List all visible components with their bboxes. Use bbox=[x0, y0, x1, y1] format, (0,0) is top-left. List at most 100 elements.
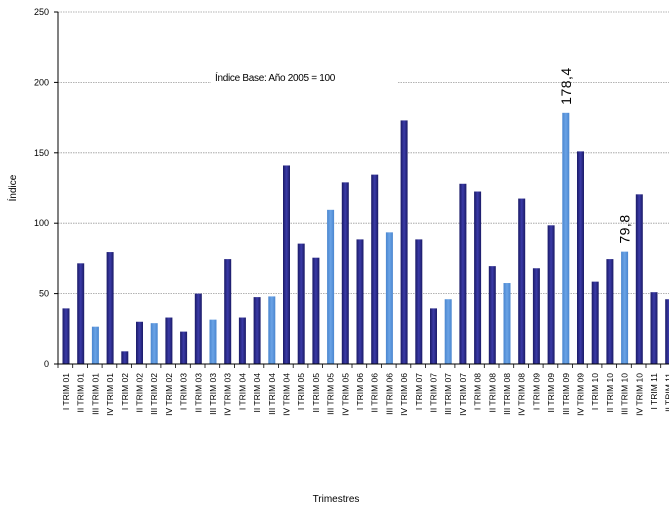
x-tick-label: I TRIM 11 bbox=[649, 373, 659, 410]
y-tick-labels: 0 50 100 150 200 250 bbox=[34, 7, 58, 369]
x-tick-label: II TRIM 10 bbox=[605, 373, 615, 413]
bar-i-trim-09 bbox=[532, 268, 540, 364]
bar-iii-trim-06 bbox=[385, 232, 393, 364]
x-tick-label: I TRIM 06 bbox=[355, 373, 365, 410]
bar-iv-trim-01 bbox=[106, 252, 114, 364]
bar-iii-trim-01 bbox=[91, 326, 99, 364]
bar-i-trim-06 bbox=[356, 239, 364, 364]
x-tick-label: I TRIM 04 bbox=[237, 373, 247, 410]
bar-i-trim-05 bbox=[297, 243, 305, 364]
x-tick-label: IV TRIM 05 bbox=[340, 373, 350, 416]
bar-iii-trim-08 bbox=[503, 283, 511, 364]
axes bbox=[57, 12, 669, 368]
x-tick-label: I TRIM 08 bbox=[473, 373, 483, 410]
x-tick-label: II TRIM 05 bbox=[311, 373, 321, 413]
x-tick-label: I TRIM 07 bbox=[414, 373, 424, 410]
x-tick-label: III TRIM 04 bbox=[267, 373, 277, 415]
note-background bbox=[211, 68, 397, 86]
bar-iii-trim-03 bbox=[209, 319, 217, 364]
x-tick-label: II TRIM 01 bbox=[76, 373, 86, 413]
bar-iv-trim-02 bbox=[165, 317, 173, 364]
y-tick-label: 200 bbox=[34, 77, 49, 87]
bar-iv-trim-04 bbox=[283, 165, 290, 364]
bar-ii-trim-07 bbox=[430, 308, 437, 364]
bar-i-trim-08 bbox=[474, 191, 482, 364]
y-axis-title: Índice bbox=[6, 174, 19, 201]
x-tick-label: IV TRIM 10 bbox=[634, 373, 644, 416]
x-tick-label: II TRIM 07 bbox=[429, 373, 439, 413]
x-tick-label: IV TRIM 06 bbox=[399, 373, 409, 416]
x-tick-label: IV TRIM 07 bbox=[458, 373, 468, 416]
bar-ii-trim-05 bbox=[312, 257, 320, 364]
bar-ii-trim-04 bbox=[253, 297, 261, 364]
bar-iii-trim-09 bbox=[562, 112, 570, 364]
bars bbox=[62, 112, 669, 364]
data-labels: 178,479,842,4 bbox=[558, 67, 633, 243]
x-tick-label: II TRIM 06 bbox=[370, 373, 380, 413]
data-label: 79,8 bbox=[617, 214, 633, 243]
bar-ii-trim-06 bbox=[371, 174, 379, 364]
bar-ii-trim-11 bbox=[665, 299, 669, 364]
x-tick-label: II TRIM 11 bbox=[664, 373, 669, 412]
bar-iv-trim-09 bbox=[577, 151, 584, 364]
x-tick-labels: I TRIM 01 II TRIM 01 III TRIM 01 IV TRIM 01… bbox=[61, 373, 669, 416]
x-tick-label: IV TRIM 04 bbox=[282, 373, 292, 416]
y-tick-label: 0 bbox=[44, 359, 49, 369]
bar-i-trim-02 bbox=[121, 351, 129, 364]
bar-iv-trim-10 bbox=[635, 194, 643, 364]
x-tick-label: III TRIM 06 bbox=[384, 373, 394, 415]
bar-i-trim-03 bbox=[180, 331, 188, 364]
bar-i-trim-11 bbox=[650, 292, 658, 364]
x-tick-label: II TRIM 03 bbox=[193, 373, 203, 413]
x-tick-label: III TRIM 05 bbox=[326, 373, 336, 415]
bar-i-trim-10 bbox=[591, 281, 599, 364]
x-tick-label: IV TRIM 03 bbox=[223, 373, 233, 416]
bar-ii-trim-01 bbox=[77, 263, 85, 364]
x-tick-label: III TRIM 07 bbox=[443, 373, 453, 415]
bar-ii-trim-10 bbox=[606, 259, 614, 364]
x-tick-label: III TRIM 10 bbox=[620, 373, 630, 415]
x-tick-label: III TRIM 02 bbox=[149, 373, 159, 415]
x-tick-label: IV TRIM 02 bbox=[164, 373, 174, 416]
bar-iii-trim-07 bbox=[444, 299, 452, 364]
x-tick-label: II TRIM 08 bbox=[487, 373, 497, 413]
bar-iv-trim-08 bbox=[518, 198, 526, 364]
bar-iv-trim-07 bbox=[459, 183, 467, 364]
x-tick-label: II TRIM 09 bbox=[546, 373, 556, 413]
x-tick-label: I TRIM 02 bbox=[120, 373, 130, 410]
bar-i-trim-01 bbox=[62, 308, 70, 364]
data-label: 178,4 bbox=[558, 67, 574, 105]
base-index-note: Índice Base: Año 2005 = 100 bbox=[215, 71, 336, 84]
x-tick-label: III TRIM 09 bbox=[561, 373, 571, 415]
y-tick-label: 50 bbox=[39, 289, 49, 299]
bar-iii-trim-04 bbox=[268, 296, 276, 364]
x-tick-label: I TRIM 01 bbox=[61, 373, 71, 410]
y-tick-label: 100 bbox=[34, 218, 49, 228]
bar-iv-trim-06 bbox=[400, 120, 408, 364]
x-tick-label: III TRIM 08 bbox=[502, 373, 512, 415]
bar-iii-trim-10 bbox=[621, 251, 629, 364]
x-tick-label: I TRIM 05 bbox=[296, 373, 306, 410]
bar-ii-trim-03 bbox=[194, 293, 202, 364]
x-tick-label: I TRIM 03 bbox=[179, 373, 189, 410]
x-tick-label: I TRIM 09 bbox=[531, 373, 541, 410]
bar-ii-trim-09 bbox=[547, 225, 555, 364]
bar-iv-trim-03 bbox=[224, 259, 232, 364]
x-tick-label: III TRIM 03 bbox=[208, 373, 218, 415]
x-tick-label: III TRIM 01 bbox=[90, 373, 100, 415]
bar-iv-trim-05 bbox=[341, 182, 349, 364]
y-tick-label: 250 bbox=[34, 7, 49, 17]
bar-ii-trim-08 bbox=[488, 266, 496, 364]
bar-i-trim-04 bbox=[238, 317, 246, 364]
x-tick-label: IV TRIM 08 bbox=[517, 373, 527, 416]
bar-iii-trim-02 bbox=[150, 323, 158, 364]
bar-iii-trim-05 bbox=[327, 209, 335, 364]
x-tick-label: IV TRIM 09 bbox=[576, 373, 586, 416]
x-tick-label: II TRIM 02 bbox=[135, 373, 145, 413]
x-tick-label: I TRIM 10 bbox=[590, 373, 600, 410]
x-axis-title: Trimestres bbox=[313, 494, 360, 505]
bar-ii-trim-02 bbox=[136, 321, 143, 364]
x-tick-label: II TRIM 04 bbox=[252, 373, 262, 413]
x-tick-label: IV TRIM 01 bbox=[105, 373, 115, 416]
